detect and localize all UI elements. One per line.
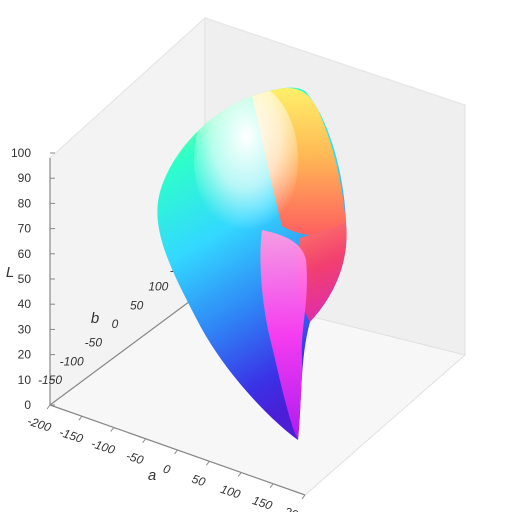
a-tick-label: 200 bbox=[282, 504, 307, 512]
b-tick-label: 100 bbox=[148, 280, 168, 294]
L-axis-label: L bbox=[6, 264, 14, 281]
a-tick-mark bbox=[142, 438, 147, 444]
b-axis-label: b bbox=[91, 310, 99, 327]
a-tick-label: 0 bbox=[161, 462, 172, 477]
b-tick-label: 0 bbox=[112, 317, 119, 331]
a-tick-mark bbox=[174, 449, 178, 455]
L-tick-label: 90 bbox=[18, 171, 32, 185]
gamut-white-highlight bbox=[194, 87, 298, 238]
a-tick-mark bbox=[46, 404, 51, 410]
a-tick-label: -200 bbox=[26, 414, 53, 435]
L-tick-label: 0 bbox=[24, 398, 31, 412]
L-tick-label: 40 bbox=[18, 297, 32, 311]
L-tick-label: 80 bbox=[18, 196, 32, 210]
a-axis-label: a bbox=[148, 467, 156, 484]
gamut-magenta-face bbox=[260, 230, 307, 440]
b-axis-line bbox=[49, 289, 206, 406]
a-tick-mark bbox=[301, 494, 306, 500]
lab-gamut-solid bbox=[157, 87, 347, 441]
a-tick-label: -150 bbox=[58, 425, 85, 446]
a-tick-mark bbox=[269, 483, 274, 489]
b-tick-label: -150 bbox=[38, 373, 62, 387]
tick-layer: 0102030405060708090100L-200-150-100-5005… bbox=[6, 146, 307, 517]
L-tick-label: 20 bbox=[18, 348, 32, 362]
top-edge-left bbox=[49, 17, 466, 159]
a-tick-label: 50 bbox=[190, 472, 207, 490]
a-tick-label: -100 bbox=[89, 436, 116, 457]
L-tick-label: 50 bbox=[18, 272, 32, 286]
gamut-red-face bbox=[297, 222, 347, 322]
L-tick-label: 60 bbox=[18, 247, 32, 261]
a-tick-mark bbox=[205, 460, 210, 466]
L-tick-label: 10 bbox=[18, 373, 32, 387]
b-tick-label: -100 bbox=[60, 354, 84, 368]
a-tick-mark bbox=[78, 415, 83, 421]
a-tick-label: 150 bbox=[251, 493, 275, 512]
b-tick-label: -50 bbox=[85, 336, 103, 350]
L-tick-label: 30 bbox=[18, 322, 32, 336]
a-tick-label: 100 bbox=[219, 482, 243, 502]
a-tick-label: -50 bbox=[124, 449, 145, 468]
L-tick-label: 70 bbox=[18, 222, 32, 236]
a-tick-mark bbox=[237, 472, 242, 477]
b-tick-label: 50 bbox=[130, 298, 144, 312]
L-tick-label: 100 bbox=[11, 146, 31, 160]
a-tick-mark bbox=[110, 427, 115, 432]
